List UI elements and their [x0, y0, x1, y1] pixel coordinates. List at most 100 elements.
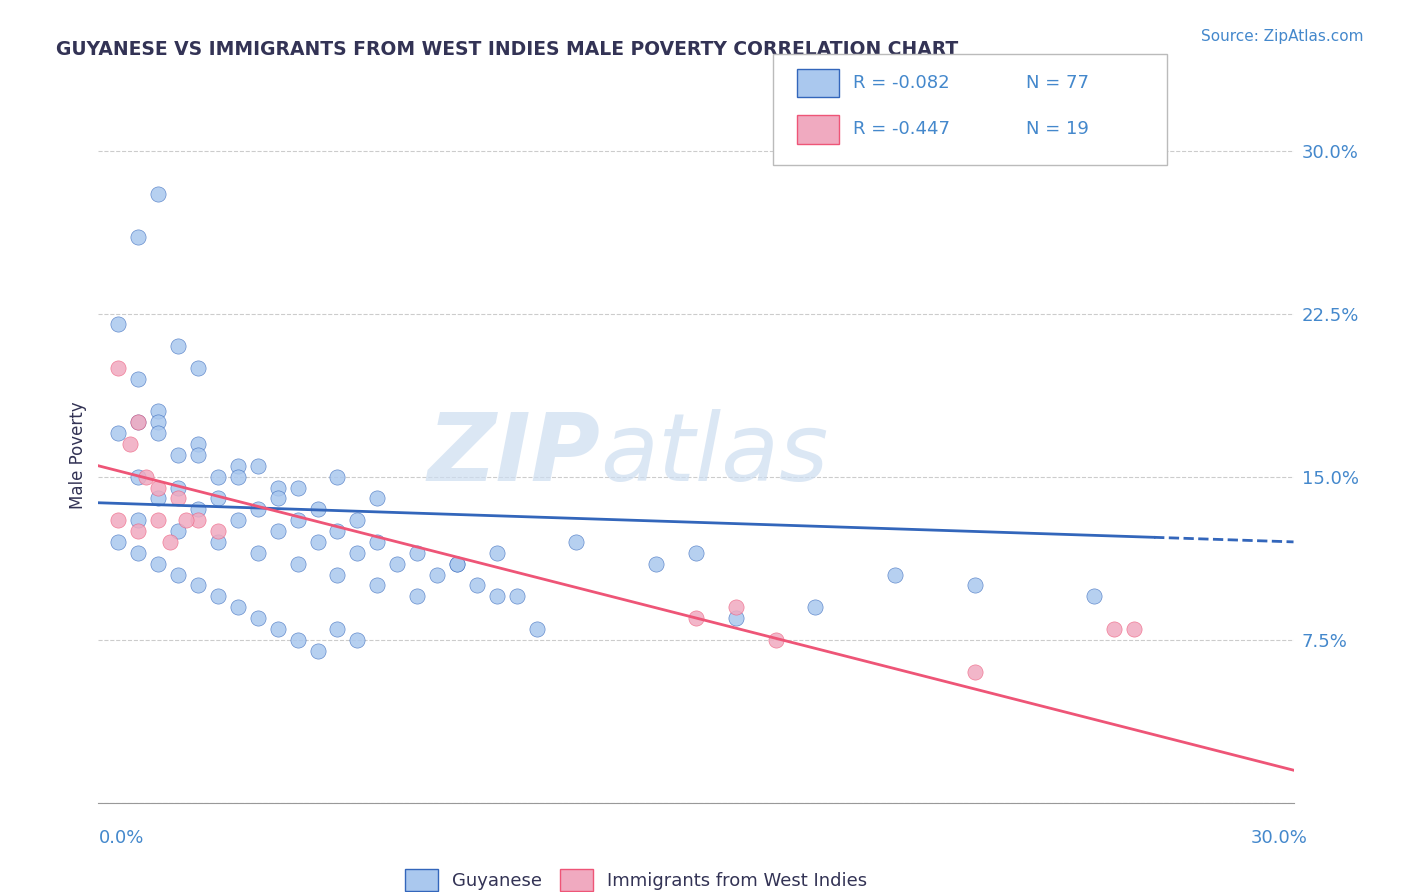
Point: [326, 622, 349, 636]
Point: [307, 643, 329, 657]
Point: [107, 513, 129, 527]
Point: [207, 491, 229, 506]
Text: R = -0.082: R = -0.082: [853, 74, 950, 92]
Point: [446, 557, 468, 571]
Point: [148, 557, 170, 571]
Point: [148, 186, 170, 201]
Point: [406, 546, 429, 560]
Point: [406, 589, 429, 603]
Point: [107, 535, 129, 549]
Y-axis label: Male Poverty: Male Poverty: [69, 401, 87, 508]
Point: [246, 611, 269, 625]
Point: [326, 524, 349, 538]
Point: [307, 502, 329, 516]
Point: [167, 339, 190, 353]
Point: [884, 567, 907, 582]
Point: [246, 458, 269, 473]
Point: [187, 437, 209, 451]
Point: [326, 469, 349, 483]
Point: [346, 632, 368, 647]
Point: [346, 513, 368, 527]
Text: N = 77: N = 77: [1026, 74, 1090, 92]
Point: [107, 318, 129, 332]
Point: [187, 448, 209, 462]
Point: [148, 415, 170, 429]
Point: [127, 469, 149, 483]
Point: [246, 502, 269, 516]
Point: [148, 404, 170, 418]
Point: [366, 535, 388, 549]
Point: [963, 578, 986, 592]
Point: [506, 589, 529, 603]
Point: [226, 513, 249, 527]
Point: [127, 415, 149, 429]
Point: [207, 589, 229, 603]
Point: [287, 513, 309, 527]
Text: GUYANESE VS IMMIGRANTS FROM WEST INDIES MALE POVERTY CORRELATION CHART: GUYANESE VS IMMIGRANTS FROM WEST INDIES …: [56, 40, 959, 59]
Point: [685, 546, 707, 560]
Point: [326, 567, 349, 582]
Text: R = -0.447: R = -0.447: [853, 120, 950, 138]
Legend: Guyanese, Immigrants from West Indies: Guyanese, Immigrants from West Indies: [405, 869, 868, 891]
Point: [127, 524, 149, 538]
Point: [127, 513, 149, 527]
Point: [565, 535, 588, 549]
Point: [148, 491, 170, 506]
Point: [267, 622, 290, 636]
Point: [174, 513, 197, 527]
Point: [287, 481, 309, 495]
Text: Source: ZipAtlas.com: Source: ZipAtlas.com: [1201, 29, 1364, 44]
Point: [465, 578, 488, 592]
Point: [120, 437, 142, 451]
Point: [207, 524, 229, 538]
Point: [107, 426, 129, 441]
Point: [1083, 589, 1105, 603]
Point: [267, 481, 290, 495]
Point: [127, 415, 149, 429]
Point: [267, 524, 290, 538]
Point: [167, 524, 190, 538]
Text: ZIP: ZIP: [427, 409, 600, 501]
Point: [485, 546, 508, 560]
Point: [167, 491, 190, 506]
Point: [226, 458, 249, 473]
Point: [148, 513, 170, 527]
Point: [187, 513, 209, 527]
Point: [127, 546, 149, 560]
Point: [366, 578, 388, 592]
Point: [526, 622, 548, 636]
Point: [135, 469, 157, 483]
Text: 30.0%: 30.0%: [1251, 829, 1308, 847]
Point: [685, 611, 707, 625]
Point: [127, 372, 149, 386]
Point: [159, 535, 181, 549]
Point: [346, 546, 368, 560]
Point: [287, 632, 309, 647]
Point: [1102, 622, 1125, 636]
Point: [187, 502, 209, 516]
Point: [187, 578, 209, 592]
Point: [167, 481, 190, 495]
Point: [1123, 622, 1146, 636]
Point: [107, 360, 129, 375]
Text: N = 19: N = 19: [1026, 120, 1090, 138]
Point: [724, 600, 747, 615]
Point: [207, 469, 229, 483]
Point: [426, 567, 449, 582]
Text: atlas: atlas: [600, 409, 828, 500]
Point: [385, 557, 409, 571]
Point: [246, 546, 269, 560]
Point: [167, 567, 190, 582]
Point: [148, 481, 170, 495]
Point: [645, 557, 668, 571]
Point: [226, 469, 249, 483]
Text: 0.0%: 0.0%: [98, 829, 143, 847]
Point: [963, 665, 986, 680]
Point: [307, 535, 329, 549]
Point: [804, 600, 827, 615]
Point: [765, 632, 787, 647]
Point: [287, 557, 309, 571]
Point: [724, 611, 747, 625]
Point: [446, 557, 468, 571]
Point: [366, 491, 388, 506]
